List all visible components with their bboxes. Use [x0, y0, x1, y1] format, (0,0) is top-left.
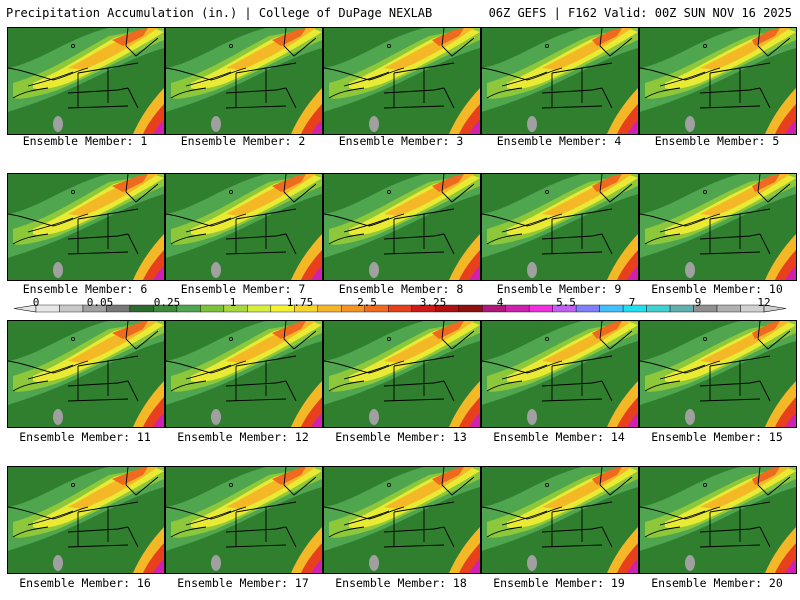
ensemble-panel — [7, 320, 165, 428]
ensemble-panel — [481, 320, 639, 428]
ensemble-member-label: Ensemble Member: 12 — [177, 430, 309, 444]
precip-map — [324, 174, 480, 280]
colorbar-right-arrow — [763, 304, 787, 313]
colorbar-tick-label: 0.05 — [86, 296, 114, 309]
ensemble-panel — [7, 466, 165, 574]
ensemble-member-label: Ensemble Member: 13 — [335, 430, 467, 444]
precip-map — [8, 321, 164, 427]
colorbar-swatch — [200, 304, 225, 313]
precip-map — [640, 28, 796, 134]
colorbar-swatch — [129, 304, 154, 313]
ensemble-member-label: Ensemble Member: 16 — [19, 576, 151, 590]
ensemble-member-label: Ensemble Member: 7 — [180, 282, 306, 296]
colorbar-tick-label: 5.5 — [556, 296, 576, 309]
colorbar-swatch — [176, 304, 201, 313]
ensemble-member-label: Ensemble Member: 5 — [654, 134, 780, 148]
colorbar-tick-label: 0.25 — [153, 296, 181, 309]
ensemble-panel — [323, 173, 481, 281]
ensemble-panel — [323, 27, 481, 135]
ensemble-panel — [639, 27, 797, 135]
colorbar-swatch — [35, 304, 60, 313]
ensemble-member-label: Ensemble Member: 3 — [338, 134, 464, 148]
ensemble-member-label: Ensemble Member: 14 — [493, 430, 625, 444]
precip-map — [8, 467, 164, 573]
ensemble-panel — [323, 320, 481, 428]
ensemble-panel — [639, 320, 797, 428]
colorbar-swatch — [59, 304, 84, 313]
precip-map — [324, 28, 480, 134]
ensemble-panel — [7, 173, 165, 281]
colorbar-swatch — [247, 304, 272, 313]
ensemble-panel — [165, 466, 323, 574]
ensemble-member-label: Ensemble Member: 9 — [496, 282, 622, 296]
colorbar-tick-label: 2.5 — [357, 296, 377, 309]
chart-title: Precipitation Accumulation (in.) | Colle… — [6, 6, 433, 20]
colorbar-tick-label: 9 — [694, 296, 702, 309]
precip-map — [324, 321, 480, 427]
precip-map — [482, 174, 638, 280]
colorbar-swatch — [528, 304, 553, 313]
colorbar-tick-label: 7 — [628, 296, 636, 309]
ensemble-panel — [7, 27, 165, 135]
colorbar-swatch — [716, 304, 741, 313]
colorbar-swatch — [317, 304, 342, 313]
ensemble-member-label: Ensemble Member: 2 — [180, 134, 306, 148]
ensemble-panel — [165, 27, 323, 135]
colorbar-tick-label: 4 — [496, 296, 504, 309]
ensemble-member-label: Ensemble Member: 10 — [651, 282, 783, 296]
precip-map — [640, 467, 796, 573]
colorbar-swatch — [599, 304, 624, 313]
ensemble-panel — [639, 466, 797, 574]
ensemble-member-label: Ensemble Member: 1 — [22, 134, 148, 148]
colorbar-swatch — [505, 304, 530, 313]
precip-map — [8, 174, 164, 280]
colorbar-tick-label: 0 — [32, 296, 40, 309]
ensemble-member-label: Ensemble Member: 19 — [493, 576, 625, 590]
ensemble-member-label: Ensemble Member: 8 — [338, 282, 464, 296]
ensemble-member-label: Ensemble Member: 15 — [651, 430, 783, 444]
colorbar-tick-label: 12 — [757, 296, 771, 309]
colorbar-swatch — [388, 304, 412, 313]
ensemble-panel — [323, 466, 481, 574]
precip-map — [324, 467, 480, 573]
precip-map — [166, 174, 322, 280]
precip-map — [640, 321, 796, 427]
ensemble-panel — [639, 173, 797, 281]
precip-map — [166, 467, 322, 573]
colorbar-swatch — [575, 304, 600, 313]
ensemble-member-label: Ensemble Member: 17 — [177, 576, 309, 590]
ensemble-member-label: Ensemble Member: 4 — [496, 134, 622, 148]
precip-map — [482, 321, 638, 427]
colorbar-tick-label: 1.75 — [286, 296, 314, 309]
ensemble-member-label: Ensemble Member: 6 — [22, 282, 148, 296]
ensemble-panel — [481, 173, 639, 281]
precip-map — [166, 28, 322, 134]
colorbar-tick-label: 3.25 — [419, 296, 447, 309]
ensemble-panel — [165, 173, 323, 281]
ensemble-panel — [481, 27, 639, 135]
colorbar-swatch — [646, 304, 671, 313]
ensemble-member-label: Ensemble Member: 11 — [19, 430, 151, 444]
colorbar-tick-label: 1 — [229, 296, 237, 309]
precip-map — [8, 28, 164, 134]
colorbar — [13, 304, 787, 313]
ensemble-member-label: Ensemble Member: 18 — [335, 576, 467, 590]
precip-map — [482, 467, 638, 573]
run-info: 06Z GEFS | F162 Valid: 00Z SUN NOV 16 20… — [488, 6, 792, 20]
ensemble-panel — [481, 466, 639, 574]
ensemble-panel — [165, 320, 323, 428]
precip-map — [482, 28, 638, 134]
colorbar-swatch — [669, 304, 694, 313]
precip-map — [166, 321, 322, 427]
ensemble-member-label: Ensemble Member: 20 — [651, 576, 783, 590]
colorbar-swatch — [458, 304, 483, 313]
precip-map — [640, 174, 796, 280]
